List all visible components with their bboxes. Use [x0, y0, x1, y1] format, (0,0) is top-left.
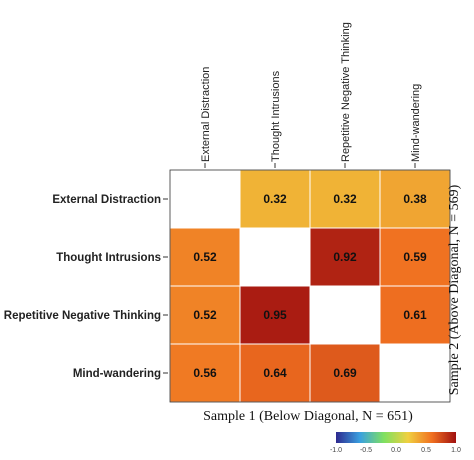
heatmap-cell-r3-c3 [379, 343, 451, 403]
cell-value-label: 0.52 [193, 250, 217, 264]
heatmap-cell-r0-c1 [239, 169, 311, 229]
column-labels: External Distraction Thought Intrusions Re… [200, 22, 422, 168]
heatmap-frame [169, 169, 451, 403]
column-label: Repetitive Negative Thinking [340, 22, 352, 162]
cell-value-label: 0.52 [193, 308, 217, 322]
colorbar-gradient [336, 432, 456, 443]
row-label: Repetitive Negative Thinking [4, 310, 161, 322]
heatmap-cell-r0-c0 [169, 169, 241, 229]
column-label: Mind-wandering [410, 84, 422, 162]
colorbar-tick-label: 1.0 [451, 447, 461, 454]
heatmap-cell-r2-c2 [309, 285, 381, 345]
cell-value-label: 0.95 [263, 308, 287, 322]
cell-value-label: 0.92 [333, 250, 357, 264]
right-axis-title: Sample 2 (Above Diagonal, N = 569) [447, 184, 462, 395]
colorbar: -1.0 -0.5 0.0 0.5 1.0 [330, 432, 461, 454]
heatmap-cell-r2-c1 [239, 285, 311, 345]
heatmap-cells: 0.32 0.32 0.38 0.52 0.92 0.59 0.52 0.95 0.61 0.56… [169, 169, 451, 403]
cell-value-label: 0.61 [403, 308, 427, 322]
row-label: External Distraction [52, 194, 161, 206]
cell-value-label: 0.32 [333, 192, 357, 206]
colorbar-tick-label: 0.0 [391, 447, 401, 454]
cell-value-label: 0.32 [263, 192, 287, 206]
cell-value-label: 0.69 [333, 366, 357, 380]
colorbar-tick-label: -1.0 [330, 447, 342, 454]
cell-value-label: 0.56 [193, 366, 217, 380]
heatmap-cell-r1-c0 [169, 227, 241, 287]
colorbar-tick-label: -0.5 [360, 447, 372, 454]
cell-value-label: 0.59 [403, 250, 427, 264]
colorbar-tick-label: 0.5 [421, 447, 431, 454]
column-label: External Distraction [200, 67, 212, 162]
heatmap-cell-r1-c3 [379, 227, 451, 287]
heatmap-cell-r0-c2 [309, 169, 381, 229]
column-label: Thought Intrusions [270, 70, 282, 162]
heatmap-cell-r3-c2 [309, 343, 381, 403]
heatmap-cell-r3-c0 [169, 343, 241, 403]
row-labels: External Distraction Thought Intrusions Re… [4, 194, 168, 380]
row-label: Mind-wandering [73, 368, 161, 380]
x-axis-title: Sample 1 (Below Diagonal, N = 651) [203, 409, 413, 424]
cell-value-label: 0.64 [263, 366, 287, 380]
row-label: Thought Intrusions [56, 252, 161, 264]
cell-value-label: 0.38 [403, 192, 427, 206]
heatmap-cell-r1-c1 [239, 227, 311, 287]
